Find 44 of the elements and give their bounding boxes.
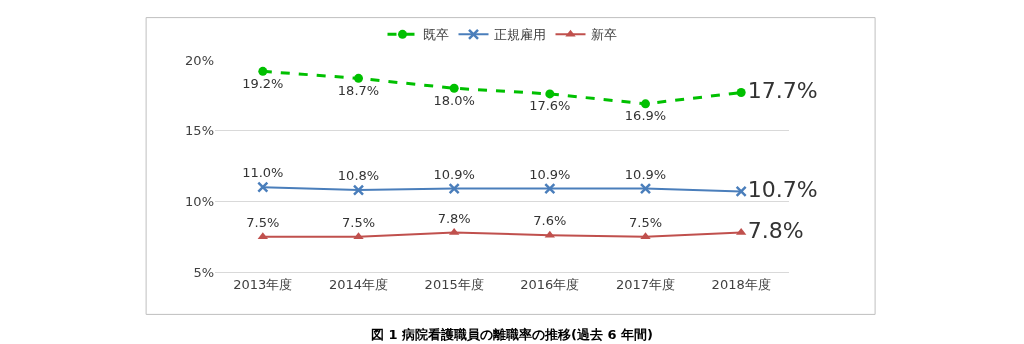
point [544, 182, 556, 195]
data-label: 7.5% [246, 214, 280, 230]
x-tick-label: 2018年度 [711, 276, 771, 292]
y-tick-label: 5% [193, 264, 214, 280]
point [639, 182, 652, 195]
legend-label: 既卒 [422, 27, 449, 43]
data-label: 19.2% [242, 75, 284, 91]
x-tick-label: 2017年度 [615, 276, 676, 292]
data-label: 17.6% [529, 98, 571, 114]
data-label: 18.0% [433, 92, 475, 108]
data-label: 18.7% [337, 82, 380, 98]
data-label: 7.6% [533, 213, 567, 229]
y-tick-label: 10% [185, 193, 214, 209]
point [354, 73, 363, 83]
data-label: 10.9% [433, 166, 475, 182]
x-tick-label: 2014年度 [328, 276, 389, 292]
point [449, 83, 459, 93]
data-label: 10.9% [624, 166, 667, 182]
point [352, 184, 365, 196]
point [257, 181, 269, 193]
point [735, 185, 747, 198]
point [736, 88, 746, 98]
point [258, 66, 268, 76]
data-label: 10.9% [529, 166, 571, 182]
text: 図 1 病院看護職員の離職率の推移(過去 6 年間) [370, 326, 654, 342]
x-tick-label: 2013年度 [233, 276, 293, 292]
point [448, 182, 460, 195]
point [641, 99, 650, 109]
legend-label: 新卒 [590, 27, 617, 43]
x-tick-label: 2016年度 [520, 276, 580, 292]
data-label: 10.7% [747, 176, 818, 202]
data-label: 7.5% [628, 214, 663, 230]
data-label: 17.7% [747, 78, 818, 104]
y-tick-label: 15% [185, 123, 214, 139]
legend-label: 正規雇用 [493, 27, 546, 43]
x-tick-label: 2015年度 [424, 276, 484, 292]
data-label: 11.0% [242, 165, 284, 181]
point [545, 89, 555, 99]
data-label: 7.5% [341, 214, 376, 230]
data-label: 10.8% [337, 168, 380, 184]
y-tick-label: 20% [185, 52, 214, 68]
data-label: 7.8% [747, 217, 804, 243]
data-label: 7.8% [437, 210, 471, 226]
data-label: 16.9% [624, 108, 667, 124]
